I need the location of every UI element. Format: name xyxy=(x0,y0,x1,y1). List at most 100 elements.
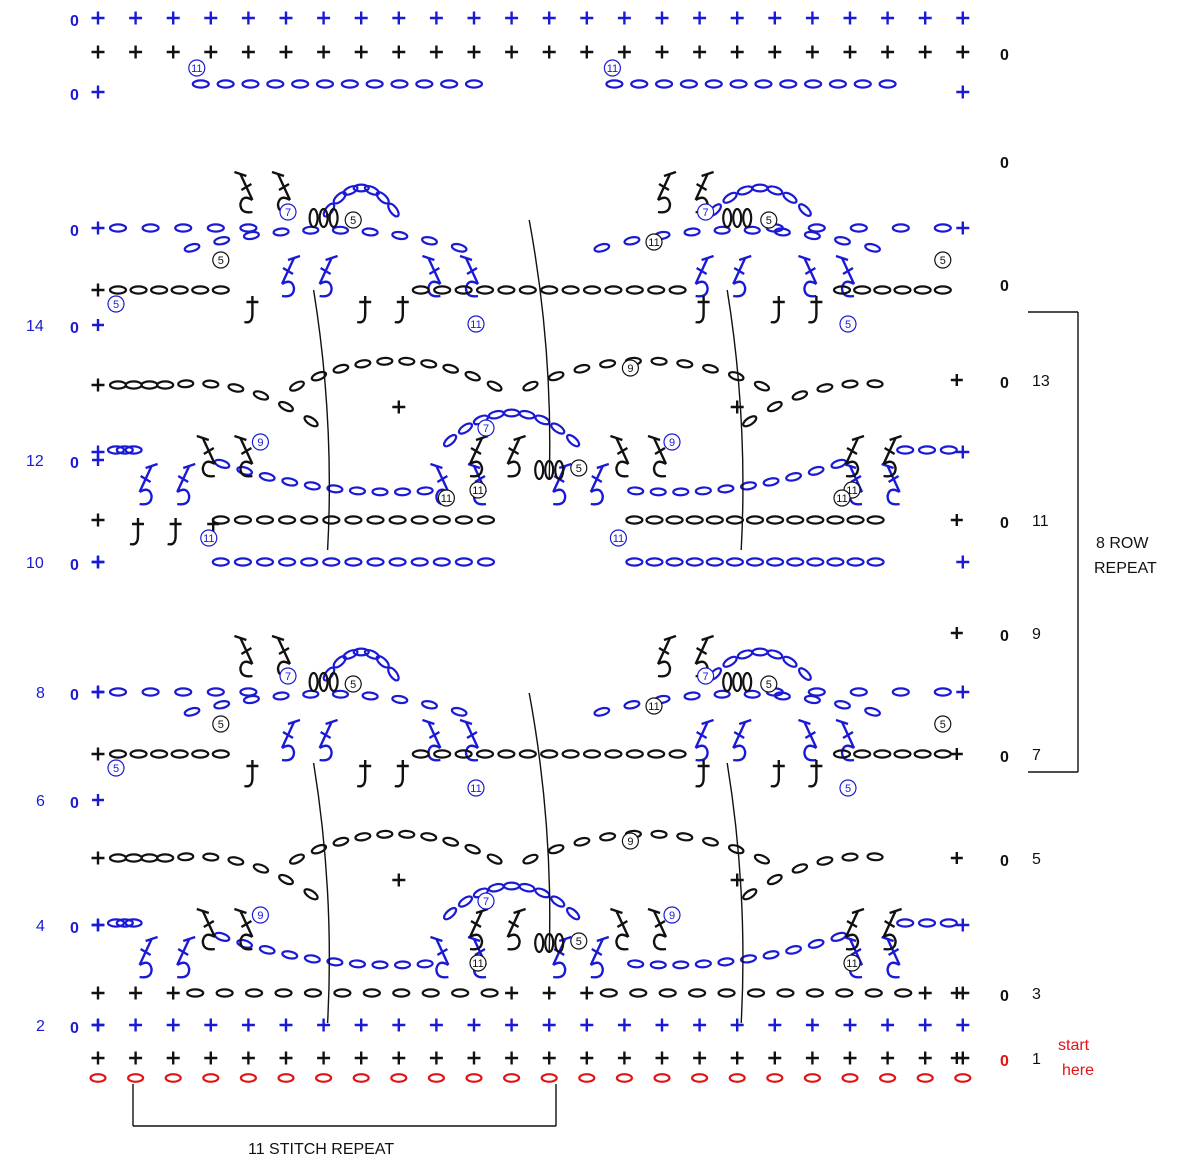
chain-stitch xyxy=(853,79,872,89)
chain-stitch xyxy=(896,918,915,928)
chain-stitch xyxy=(129,749,148,759)
chain-count-circle xyxy=(609,529,628,547)
chain-stitch xyxy=(362,988,381,998)
double-crochet-stitch xyxy=(234,170,254,214)
row-number-odd: 5 xyxy=(1032,851,1041,868)
single-crochet-stitch xyxy=(92,794,104,806)
arc-chain-stitch xyxy=(791,390,809,401)
double-crochet-stitch xyxy=(280,718,301,762)
double-crochet-stitch xyxy=(881,462,901,506)
arc-chain-stitch xyxy=(252,390,270,401)
arc-chain-stitch xyxy=(547,371,565,382)
chain-stitch xyxy=(150,285,169,295)
single-crochet-stitch xyxy=(166,45,180,59)
single-crochet-stitch xyxy=(730,1018,744,1032)
double-crochet-stitch xyxy=(694,718,714,762)
chain-stitch xyxy=(540,285,559,295)
arc-chain-stitch xyxy=(450,706,468,717)
arc-chain-stitch xyxy=(361,691,379,701)
double-crochet-stitch xyxy=(835,718,856,762)
bobble-loop xyxy=(722,671,733,693)
chain-stitch xyxy=(779,79,798,89)
chain-stitch xyxy=(451,988,470,998)
foundation-chain-stitch xyxy=(803,1073,822,1083)
arc-chain-stitch xyxy=(376,829,394,839)
single-crochet-stitch xyxy=(91,747,105,761)
chain-count-marker: 11 xyxy=(833,489,851,507)
chain-count-marker: 5 xyxy=(107,759,125,777)
single-crochet-stitch xyxy=(730,11,744,25)
double-crochet-foot xyxy=(552,961,567,979)
arc-chain-stitch xyxy=(302,225,320,235)
arc-chain-stitch xyxy=(416,959,434,969)
double-crochet-stitch xyxy=(280,254,301,298)
spike-stitch xyxy=(394,296,409,324)
chain-stitch xyxy=(540,749,559,759)
chain-stitch xyxy=(828,79,848,89)
chain-stitch xyxy=(475,285,495,295)
chain-stitch xyxy=(255,515,275,525)
chain-stitch xyxy=(233,557,252,567)
chain-count-circle xyxy=(200,529,218,547)
chain-stitch xyxy=(108,749,128,759)
chain-stitch xyxy=(685,515,704,525)
chain-stitch xyxy=(826,515,845,525)
chain-stitch xyxy=(725,557,745,567)
chain-stitch xyxy=(685,557,704,567)
chain-count-circle xyxy=(833,489,851,507)
chain-count-value: 5 xyxy=(350,215,356,227)
single-crochet-stitch xyxy=(655,11,669,25)
chain-stitch xyxy=(124,380,143,390)
chain-count-marker: 5 xyxy=(570,459,588,477)
double-crochet-foot xyxy=(882,460,897,478)
double-crochet-stitch xyxy=(234,907,254,951)
chain-count-value: 5 xyxy=(218,719,224,731)
arc-chain-stitch xyxy=(310,843,328,855)
foundation-chain-stitch xyxy=(164,1073,182,1083)
chain-stitch xyxy=(156,853,175,863)
double-crochet-stem xyxy=(430,462,450,493)
foundation-chain-stitch xyxy=(615,1073,634,1083)
start-annotation: start here xyxy=(1058,1037,1094,1079)
arc-chain-stitch xyxy=(342,184,359,196)
double-crochet-foot xyxy=(732,280,747,298)
arc-chain-stitch xyxy=(442,906,458,921)
row-number-odd: 13 xyxy=(1032,373,1050,390)
chain-stitch xyxy=(866,515,885,525)
foundation-chain-stitch xyxy=(390,1073,408,1083)
chain-count-marker: 11 xyxy=(843,954,861,972)
bobble-loop xyxy=(722,207,733,229)
single-crochet-stitch xyxy=(617,45,631,59)
double-crochet-stem xyxy=(881,935,901,966)
chain-stitch xyxy=(864,988,883,998)
chain-stitch xyxy=(647,749,666,759)
single-crochet-stitch xyxy=(542,11,556,25)
arc-chain-stitch xyxy=(766,400,783,413)
chain-stitch xyxy=(776,988,795,998)
row-number-odd: 11 xyxy=(1032,513,1049,530)
foundation-chain-stitch xyxy=(202,1073,220,1083)
arc-chain-stitch xyxy=(420,832,438,842)
chain-stitch xyxy=(561,285,580,295)
chain-count-value: 7 xyxy=(703,671,709,683)
arc-chain-stitch xyxy=(736,649,754,660)
arc-chain-stitch xyxy=(816,856,834,866)
arc-chain-stitch xyxy=(593,242,611,253)
chain-stitch xyxy=(668,285,687,295)
double-crochet-stitch xyxy=(318,254,338,298)
double-crochet-foot xyxy=(318,280,333,298)
chain-count-marker: 5 xyxy=(344,675,362,693)
chain-stitch xyxy=(108,687,128,697)
chain-count-circle xyxy=(839,315,857,333)
spike-stitch xyxy=(770,296,785,324)
double-crochet-stem xyxy=(844,434,865,465)
chain-stitch xyxy=(244,988,264,998)
foundation-chain-stitch xyxy=(540,1073,558,1083)
double-crochet-stem xyxy=(844,907,865,938)
single-crochet-stitch xyxy=(241,1051,255,1065)
double-crochet-stitch xyxy=(656,170,677,214)
single-crochet-stitch xyxy=(354,11,368,25)
chain-count-marker: 5 xyxy=(212,715,230,733)
bobble-loop xyxy=(554,932,565,954)
double-crochet-foot xyxy=(590,488,605,506)
